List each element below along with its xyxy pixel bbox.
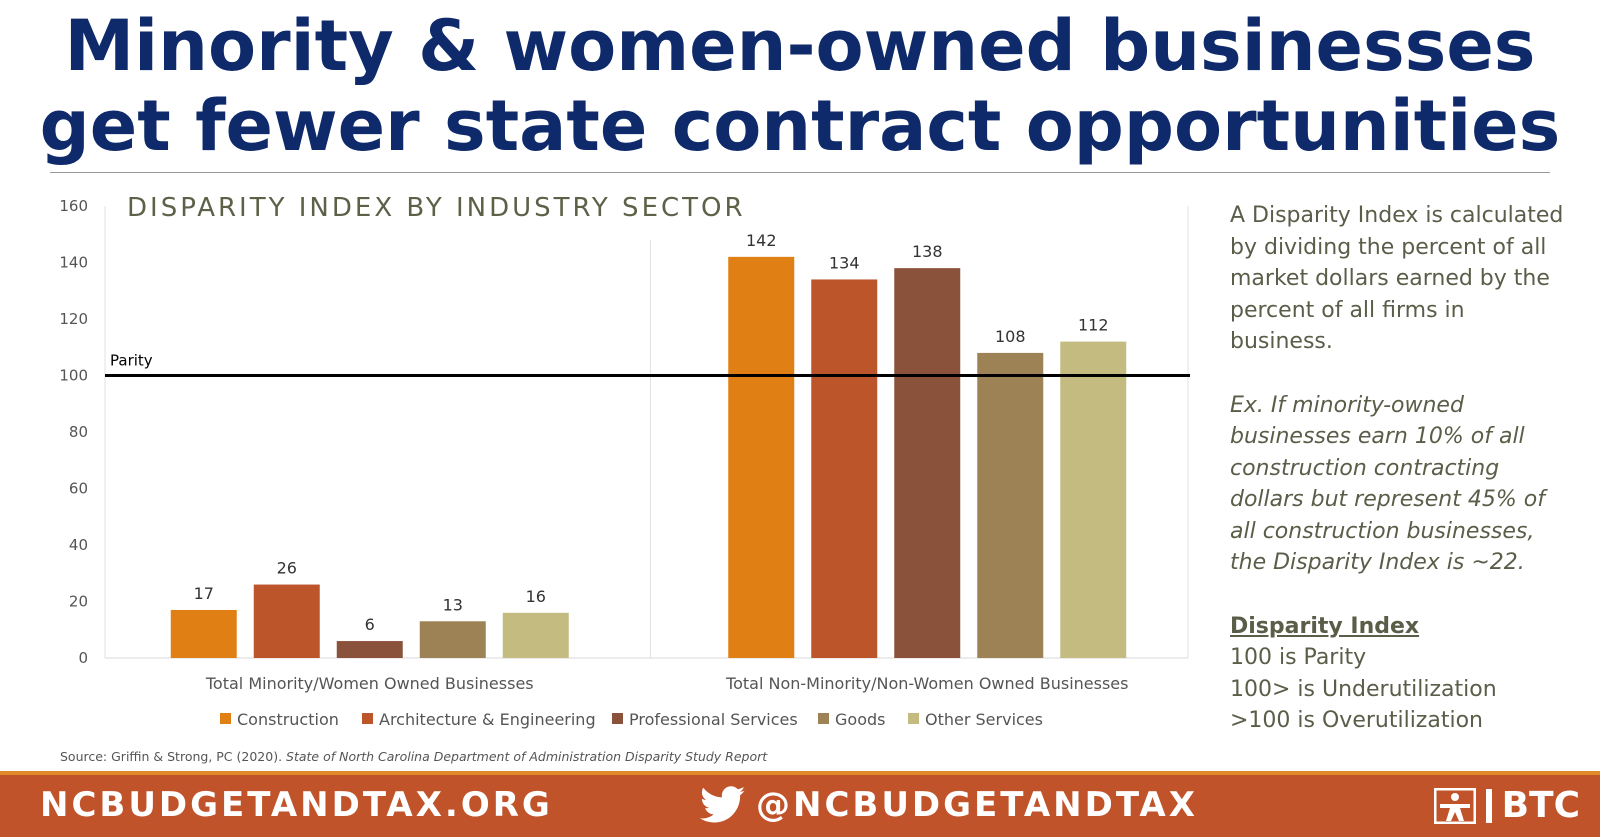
bar-value-label: 134	[829, 253, 860, 272]
twitter-bird-icon	[700, 786, 746, 823]
title-line-1: Minority & women-owned businesses	[64, 5, 1536, 87]
y-tick-label: 100	[59, 367, 88, 385]
bar-value-label: 26	[277, 559, 297, 578]
y-tick-label: 40	[69, 536, 88, 554]
explanation-panel: A Disparity Index is calculated by divid…	[1230, 200, 1570, 737]
bar-1-4	[1060, 341, 1127, 658]
bar-value-label: 6	[365, 615, 375, 634]
source-prefix: Source: Griffin & Strong, PC (2020).	[60, 749, 287, 764]
category-label: Total Minority/Women Owned Businesses	[205, 674, 534, 693]
bar-0-1	[253, 584, 320, 658]
bar-value-label: 108	[995, 327, 1026, 346]
bar-value-label: 17	[194, 584, 214, 603]
bar-1-0	[728, 256, 795, 658]
key-item-under: 100> is Underutilization	[1230, 676, 1497, 702]
website-link[interactable]: NCBUDGETANDTAX.ORG	[40, 785, 553, 825]
twitter-link[interactable]: @NCBUDGETANDTAX	[700, 785, 1198, 825]
bar-0-2	[336, 641, 403, 658]
bar-0-0	[170, 609, 237, 658]
legend-label: Architecture & Engineering	[379, 710, 596, 729]
bar-value-label: 16	[526, 587, 546, 606]
y-tick-label: 0	[78, 649, 88, 667]
footer-bar: NCBUDGETANDTAX.ORG @NCBUDGETANDTAX BTC	[0, 775, 1600, 837]
chart-title: DISPARITY INDEX BY INDUSTRY SECTOR	[127, 193, 746, 223]
page-title: Minority & women-owned businesses get fe…	[0, 6, 1600, 166]
definition-text: A Disparity Index is calculated by divid…	[1230, 203, 1564, 354]
disparity-bar-chart: 0 20 40 60 80 100 120 140 160 DISPARITY INDEX BY …	[59, 193, 1190, 729]
bar-value-label: 13	[443, 595, 463, 614]
category-label: Total Non-Minority/Non-Women Owned Busin…	[725, 674, 1128, 693]
legend-swatch	[220, 713, 231, 724]
footer-accent-stripe	[0, 771, 1600, 775]
y-tick-label: 140	[59, 254, 88, 272]
bar-value-label: 142	[746, 231, 777, 250]
legend-swatch	[908, 713, 919, 724]
twitter-handle: @NCBUDGETANDTAX	[756, 785, 1198, 825]
legend-label: Other Services	[925, 710, 1043, 729]
legend-swatch	[612, 713, 623, 724]
example-text: Ex. If minority-owned businesses earn 10…	[1230, 392, 1545, 576]
y-tick-label: 60	[69, 480, 88, 498]
source-note: Source: Griffin & Strong, PC (2020). Sta…	[60, 749, 767, 764]
bar-value-label: 112	[1078, 316, 1109, 335]
logo-divider	[1485, 788, 1492, 823]
key-title: Disparity Index	[1230, 613, 1420, 639]
bar-0-4	[502, 612, 569, 658]
y-tick-label: 80	[69, 423, 88, 441]
parity-label: Parity	[110, 352, 153, 370]
y-tick-label: 160	[59, 197, 88, 215]
legend-label: Professional Services	[629, 710, 798, 729]
bar-1-3	[977, 352, 1044, 658]
logo-text: BTC	[1501, 785, 1580, 826]
source-title: State of North Carolina Department of Ad…	[286, 749, 768, 764]
legend-swatch	[362, 713, 373, 724]
y-tick-label: 20	[69, 593, 88, 611]
btc-emblem-icon	[1433, 787, 1476, 824]
legend-swatch	[818, 713, 829, 724]
legend-label: Goods	[835, 710, 885, 729]
bar-1-2	[894, 268, 961, 658]
key-item-parity: 100 is Parity	[1230, 645, 1367, 670]
title-divider	[50, 172, 1550, 173]
title-line-2: get fewer state contract opportunities	[39, 85, 1561, 167]
key-item-over: >100 is Overutilization	[1230, 708, 1483, 733]
plot-area: 0 20 40 60 80 100 120 140 160 DISPARITY INDEX BY …	[59, 193, 1190, 729]
btc-logo: BTC	[1433, 785, 1580, 826]
legend-label: Construction	[237, 710, 339, 729]
bar-1-1	[811, 279, 878, 658]
bar-0-3	[419, 621, 486, 658]
bar-value-label: 138	[912, 242, 943, 261]
y-tick-label: 120	[59, 310, 88, 328]
